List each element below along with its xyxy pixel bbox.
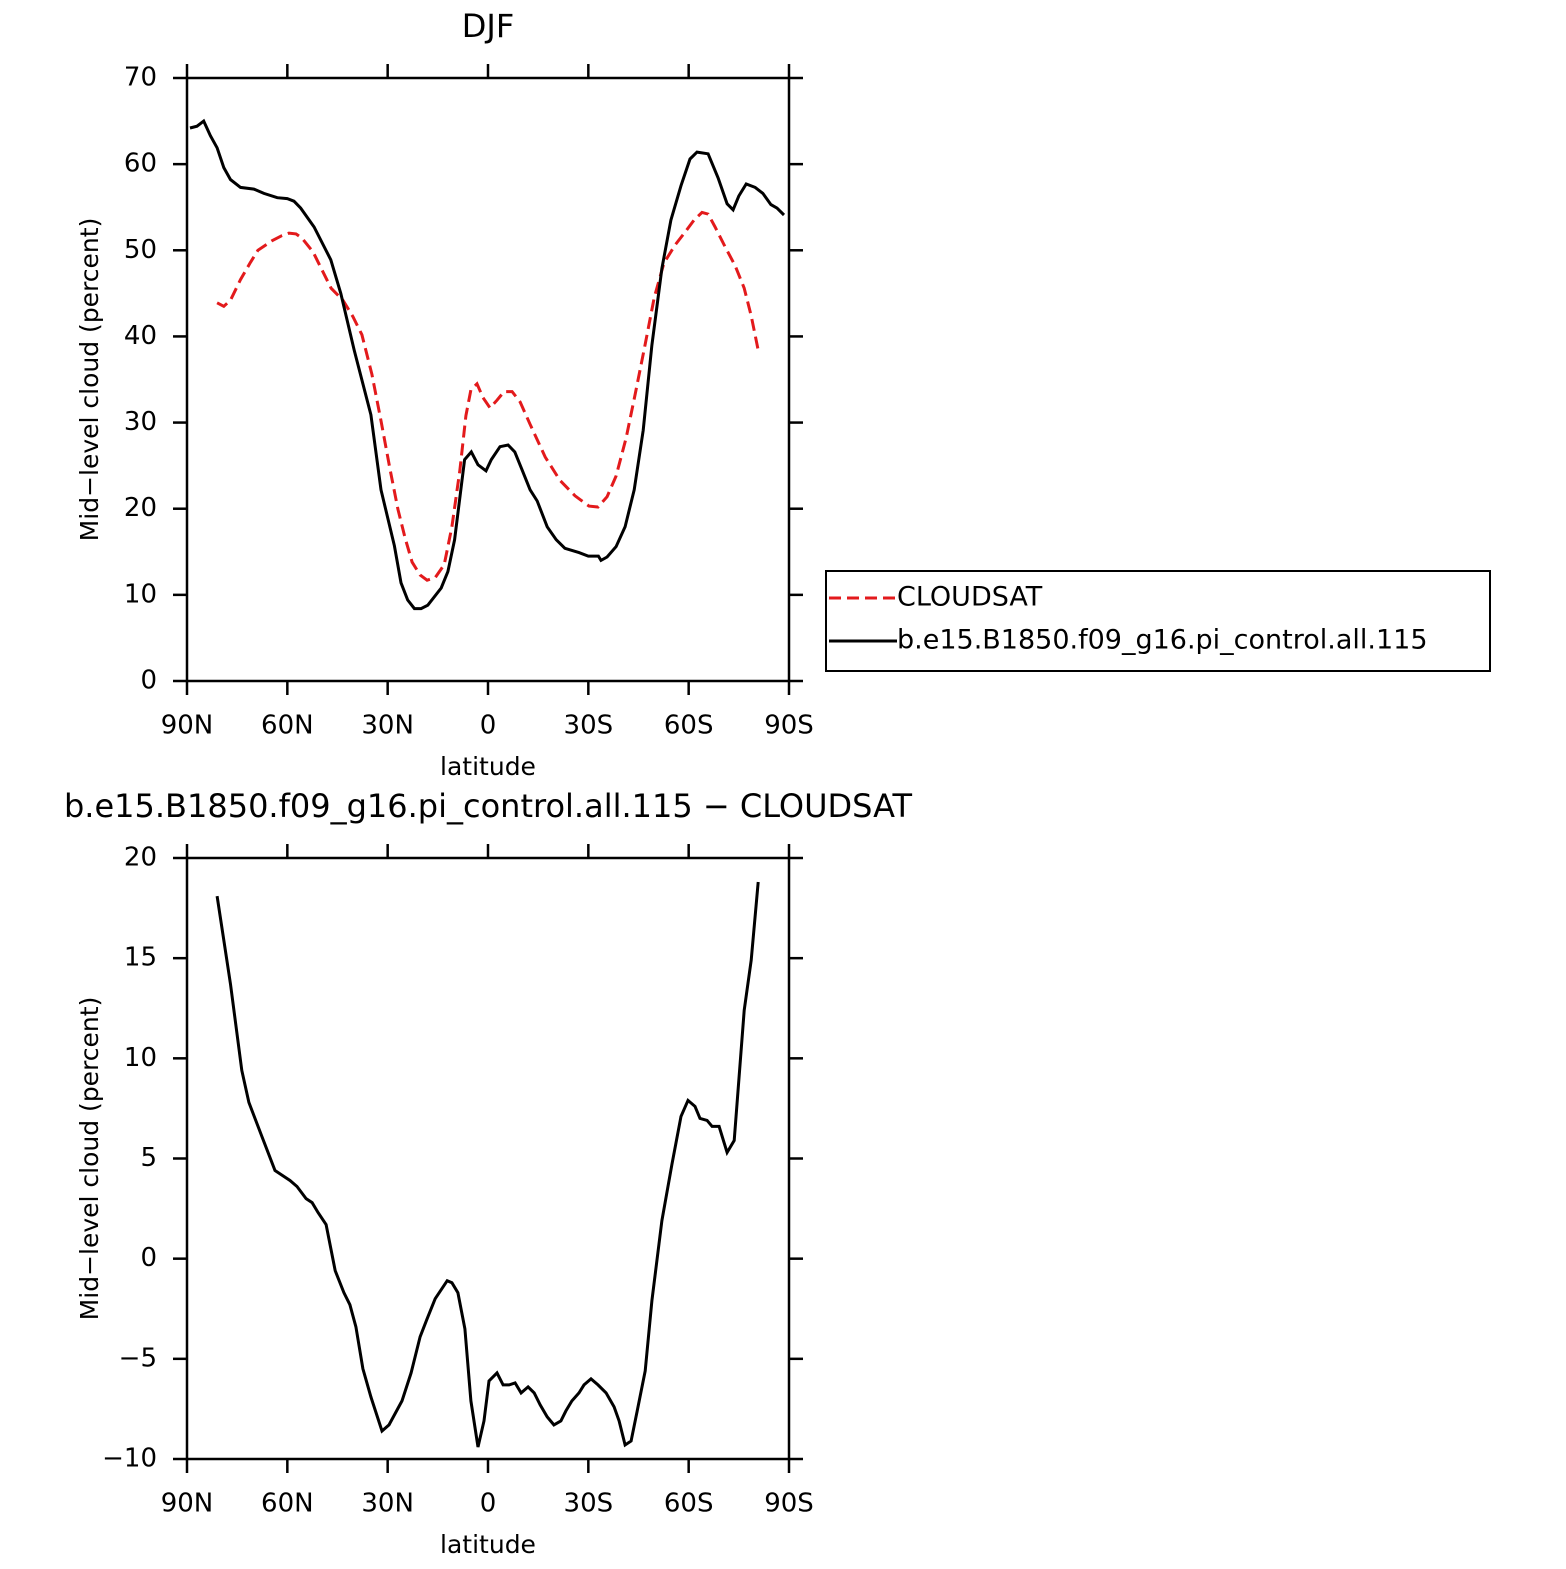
x-tick-label: 60S [664,711,714,741]
legend-label: CLOUDSAT [897,582,1043,613]
x-tick-label: 90N [161,1489,214,1519]
y-tick-label: 40 [124,321,157,351]
y-tick-label: 30 [124,407,157,437]
x-axis-label: latitude [440,752,536,781]
x-tick-label: 60N [261,711,314,741]
y-tick-label: 10 [124,1043,157,1073]
chart-title: DJF [462,7,514,45]
chart-title: b.e15.B1850.f09_g16.pi_control.all.115 −… [64,787,913,825]
x-tick-label: 90N [161,711,214,741]
x-tick-label: 30S [564,1489,614,1519]
y-axis-label: Mid−level cloud (percent) [75,997,104,1321]
x-tick-label: 0 [480,1489,497,1519]
x-axis-label: latitude [440,1530,536,1559]
plot-frame [185,856,791,1461]
y-tick-label: −10 [102,1444,157,1474]
x-tick-label: 0 [480,711,497,741]
x-tick-label: 30S [564,711,614,741]
x-tick-label: 90S [764,1489,814,1519]
y-tick-label: −5 [119,1343,157,1373]
y-tick-label: 20 [124,493,157,523]
y-axis-label: Mid−level cloud (percent) [75,218,104,542]
y-tick-label: 60 [124,149,157,179]
x-tick-label: 60N [261,1489,314,1519]
y-tick-label: 15 [124,943,157,973]
y-tick-label: 50 [124,235,157,265]
legend-box [825,570,1491,672]
y-tick-label: 0 [140,1243,157,1273]
y-tick-label: 20 [124,843,157,873]
legend-label: b.e15.B1850.f09_g16.pi_control.all.115 [897,625,1428,656]
data-line [215,881,760,1448]
x-tick-label: 30N [361,1489,414,1519]
y-tick-label: 10 [124,579,157,609]
y-tick-label: 70 [124,63,157,93]
plot-frame [185,76,791,683]
x-tick-label: 90S [764,711,814,741]
y-tick-label: 5 [140,1143,157,1173]
x-tick-label: 60S [664,1489,714,1519]
data-line [216,210,760,582]
x-tick-label: 30N [361,711,414,741]
data-line [189,118,786,611]
y-tick-label: 0 [140,666,157,696]
